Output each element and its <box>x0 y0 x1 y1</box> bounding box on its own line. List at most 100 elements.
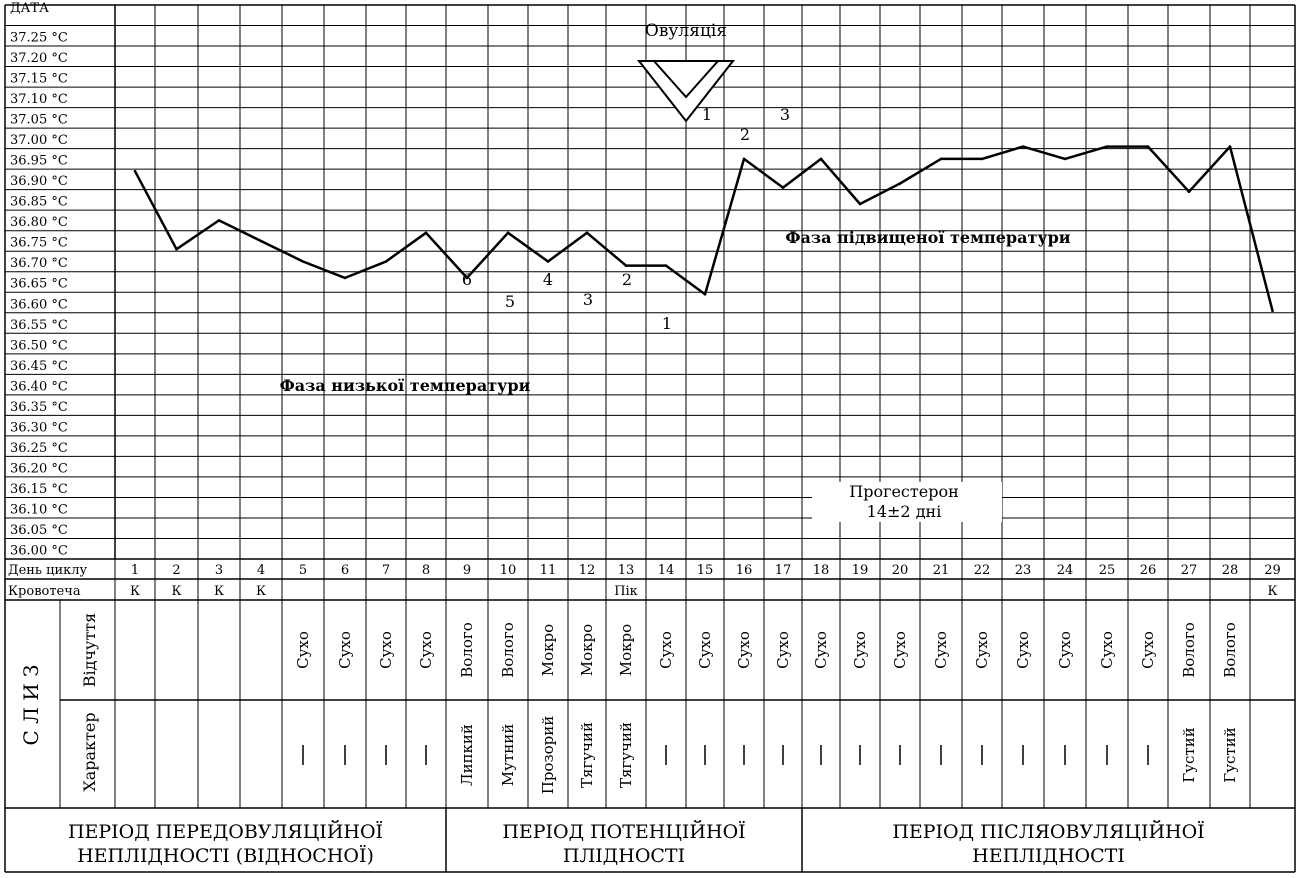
temperature-point <box>301 260 305 263</box>
y-tick-label: 36.15 °C <box>10 482 68 497</box>
temperature-point <box>384 260 388 263</box>
mucus-label: С Л И З <box>19 665 43 746</box>
y-tick-label: 36.10 °C <box>10 502 68 517</box>
temperature-point <box>703 293 707 296</box>
progesterone-duration: 14±2 дні <box>867 502 942 521</box>
temperature-point <box>742 157 746 161</box>
bleeding-mark: К <box>214 584 224 599</box>
day-number: 14 <box>658 563 675 578</box>
y-tick-label: 36.35 °C <box>10 400 68 415</box>
period-subtitle: НЕПЛІДНОСТІ (ВІДНОСНОЇ) <box>77 844 374 867</box>
sensation-value: Сухо <box>851 631 869 669</box>
day-number: 21 <box>933 563 950 578</box>
high-count-1: 1 <box>702 105 712 124</box>
temperature-point <box>939 157 943 161</box>
y-tick-label: 36.45 °C <box>10 359 68 374</box>
temperature-point <box>1021 145 1025 148</box>
y-tick-label: 36.70 °C <box>10 256 68 271</box>
temperature-point <box>1146 145 1150 148</box>
temperature-point <box>781 186 785 189</box>
low-count-4: 4 <box>543 270 553 289</box>
day-number: 5 <box>299 563 307 578</box>
sensation-value: Сухо <box>336 631 354 669</box>
low-count-1: 1 <box>662 314 672 333</box>
character-value: Мутний <box>499 724 517 786</box>
day-number: 29 <box>1264 563 1281 578</box>
y-tick-label: 36.50 °C <box>10 338 68 353</box>
day-number: 13 <box>618 563 635 578</box>
day-number: 23 <box>1015 563 1032 578</box>
ovulation-label: Овуляція <box>645 21 727 41</box>
period-title: ПЕРІОД ПЕРЕДОВУЛЯЦІЙНОЇ <box>68 820 383 843</box>
temperature-point <box>217 219 221 222</box>
sensation-value: Сухо <box>774 631 792 669</box>
y-tick-label: 36.95 °C <box>10 154 68 169</box>
y-tick-label: 36.60 °C <box>10 297 68 312</box>
day-number: 9 <box>463 563 471 578</box>
sensation-value: Сухо <box>657 631 675 669</box>
y-tick-label: 37.05 °C <box>10 113 68 128</box>
low-count-2: 2 <box>622 270 632 289</box>
character-value: Густий <box>1180 727 1198 782</box>
high-count-2: 2 <box>740 125 750 144</box>
day-row-label: День циклу <box>8 563 88 578</box>
temperature-point <box>898 182 902 185</box>
bleeding-row-label: Кровотеча <box>8 584 81 599</box>
day-number: 16 <box>736 563 753 578</box>
temperature-point <box>819 157 823 161</box>
y-tick-label: 37.25 °C <box>10 31 68 46</box>
ovulation-arrow-icon <box>636 60 736 123</box>
bleeding-mark: К <box>130 584 140 599</box>
bleeding-mark: К <box>256 584 266 599</box>
y-tick-label: 36.75 °C <box>10 236 68 251</box>
period-subtitle: ПЛІДНОСТІ <box>563 845 685 867</box>
temperature-point <box>465 276 469 280</box>
high-phase-label: Фаза підвищеної температури <box>785 228 1070 247</box>
y-tick-label: 37.15 °C <box>10 72 68 87</box>
day-number: 27 <box>1181 563 1198 578</box>
day-number: 18 <box>813 563 830 578</box>
temperature-point <box>1228 145 1232 148</box>
temperature-point <box>858 202 862 206</box>
temperature-point <box>343 276 347 280</box>
temperature-point <box>1063 157 1067 161</box>
sensation-value: Сухо <box>377 631 395 669</box>
character-value: Прозорий <box>539 716 557 795</box>
period-subtitle: НЕПЛІДНОСТІ <box>972 845 1125 867</box>
y-tick-label: 36.20 °C <box>10 461 68 476</box>
y-tick-label: 36.00 °C <box>10 543 68 558</box>
sensation-value: Мокро <box>617 624 635 676</box>
y-tick-label: 36.90 °C <box>10 174 68 189</box>
temperature-point <box>1271 309 1274 313</box>
sensation-value: Волого <box>1180 622 1198 678</box>
bleeding-mark: К <box>171 584 181 599</box>
sensation-value: Сухо <box>1139 631 1157 669</box>
sensation-value: Сухо <box>735 631 753 669</box>
bleeding-mark: Пік <box>614 584 638 599</box>
temperature-point <box>259 239 263 243</box>
labels: ДАТА 37.25 °C 37.20 °C 37.15 °C 37.10 °C 37.… <box>8 1 1281 867</box>
high-count-3: 3 <box>780 105 790 124</box>
day-number: 24 <box>1057 563 1074 578</box>
sensation-value: Сухо <box>932 631 950 669</box>
character-value: Густий <box>1221 727 1239 782</box>
y-tick-label: 37.10 °C <box>10 92 68 107</box>
day-number: 4 <box>257 563 265 578</box>
day-number: 2 <box>172 563 180 578</box>
character-label: Характер <box>80 712 99 791</box>
character-value: Тягучий <box>617 722 635 788</box>
day-number: 3 <box>215 563 223 578</box>
sensation-label: Відчуття <box>80 613 99 688</box>
temperature-point <box>1187 190 1191 193</box>
temperature-point <box>585 231 589 235</box>
day-number: 26 <box>1140 563 1157 578</box>
low-phase-label: Фаза низької температури <box>280 376 531 395</box>
y-tick-label: 36.55 °C <box>10 318 68 333</box>
y-tick-label: 36.40 °C <box>10 379 68 394</box>
sensation-value: Сухо <box>973 631 991 669</box>
sensation-value: Сухо <box>891 631 909 669</box>
y-tick-label: 36.05 °C <box>10 523 68 538</box>
day-number: 17 <box>775 563 792 578</box>
day-number: 20 <box>892 563 909 578</box>
